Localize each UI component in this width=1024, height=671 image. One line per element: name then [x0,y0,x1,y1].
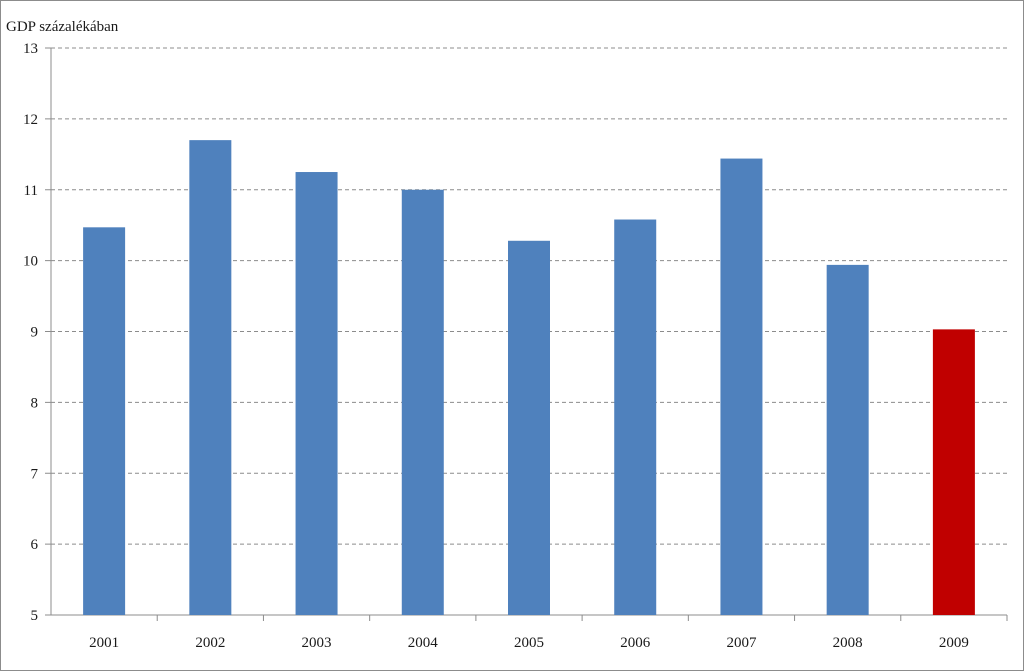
x-tick-label: 2002 [195,635,225,651]
x-ticks: 2001 2002 2003 2004 2005 2006 2007 2008 2009 [89,615,1008,651]
y-tick-label: 10 [23,254,38,270]
bar-2001 [83,227,126,615]
x-tick-label: 2003 [302,635,332,651]
y-tick-label: 13 [23,41,38,57]
bar-2008 [826,264,869,615]
y-ticks: 5 6 7 8 9 10 11 12 13 [23,41,51,624]
x-tick-label: 2005 [514,635,544,651]
bars [83,140,975,615]
x-tick-label: 2008 [833,635,863,651]
y-tick-label: 7 [31,466,39,482]
x-tick-label: 2006 [620,635,651,651]
bar-2005 [508,240,550,615]
bar-2007 [720,158,763,615]
x-tick-label: 2001 [89,635,119,651]
y-tick-label: 6 [31,537,39,553]
y-axis-label: GDP százalékában [6,19,119,35]
y-tick-label: 11 [24,183,38,199]
x-tick-label: 2007 [726,635,757,651]
bar-2003 [295,172,338,615]
bar-2004 [401,189,444,615]
y-tick-label: 8 [31,395,39,411]
bar-2006 [614,219,657,615]
y-tick-label: 12 [23,112,38,128]
y-tick-label: 9 [31,325,39,341]
bar-2002 [189,140,232,615]
x-tick-label: 2009 [939,635,969,651]
x-tick-label: 2004 [408,635,439,651]
y-tick-label: 5 [31,608,39,624]
bar-2009 [932,329,975,615]
